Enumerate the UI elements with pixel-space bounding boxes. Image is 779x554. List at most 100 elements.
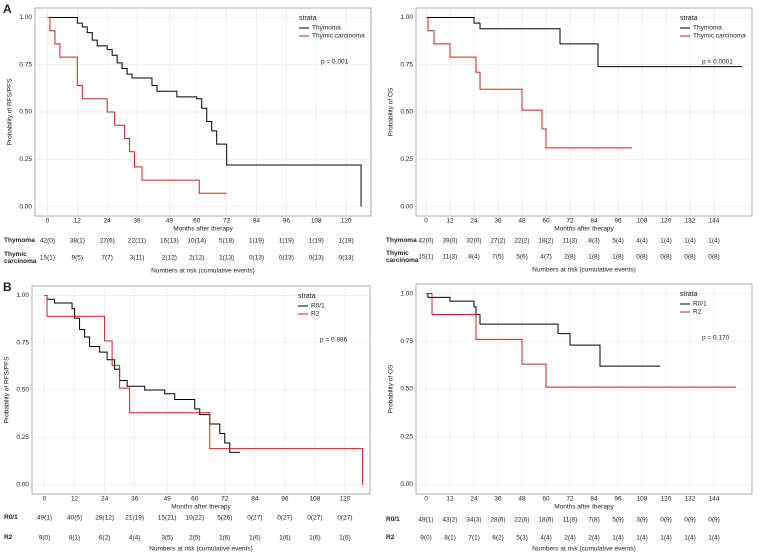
y-tick-label: 0.50: [400, 386, 413, 393]
risk-cell: 8(3): [588, 238, 600, 245]
km-curve: [47, 16, 227, 194]
risk-cell: 4(4): [129, 535, 141, 542]
x-tick-label: 12: [74, 218, 82, 225]
legend-title: strata: [680, 291, 698, 298]
x-tick-label: 0: [424, 218, 428, 225]
risk-cell: 32(0): [466, 238, 481, 245]
y-tick-label: 1.00: [400, 14, 413, 21]
x-tick-label: 72: [221, 496, 229, 503]
x-tick-label: 36: [494, 496, 502, 503]
risk-cell: 27(6): [100, 238, 115, 245]
y-tick-label: 0.75: [400, 61, 413, 68]
risk-cell: 0(13): [339, 255, 354, 262]
risk-cell: 42(0): [40, 238, 55, 245]
y-tick-label: 0.00: [400, 203, 413, 210]
risk-cell: 2(4): [588, 535, 600, 542]
legend-label: R0/1: [693, 301, 707, 308]
y-tick-label: 0.25: [400, 433, 413, 440]
y-axis-label: Probability of OS: [388, 364, 395, 413]
risk-cell: 28(12): [95, 515, 114, 522]
risk-cell: 4(4): [636, 238, 648, 245]
risk-cell: 15(1): [40, 255, 55, 262]
x-tick-label: 96: [614, 496, 622, 503]
x-tick-label: 0: [43, 496, 47, 503]
x-tick-label: 12: [446, 496, 454, 503]
risk-cell: 39(0): [442, 238, 457, 245]
risk-cell: 2(8): [564, 254, 576, 261]
risk-row-label-text: Thymic carcinoma: [386, 249, 419, 265]
x-tick-label: 84: [253, 218, 261, 225]
risk-cell: 22(2): [514, 238, 529, 245]
risk-cell: 2(12): [162, 255, 177, 262]
risk-cell: 1(4): [660, 238, 672, 245]
y-tick-label: 0.50: [400, 109, 413, 116]
risk-cell: 11(8): [563, 517, 578, 524]
risk-cell: 1(6): [219, 535, 231, 542]
risk-cell: 3(5): [161, 535, 173, 542]
y-tick-label: 1.00: [400, 290, 413, 297]
risk-cell: 1(6): [249, 535, 261, 542]
risk-cell: 4(7): [540, 254, 552, 261]
x-tick-label: 48: [518, 496, 526, 503]
km-curve: [426, 293, 660, 367]
risk-row-label: R2: [4, 534, 12, 541]
x-tick-label: 0: [46, 218, 50, 225]
y-tick-label: 0.00: [400, 481, 413, 488]
x-tick-label: 144: [709, 496, 720, 503]
x-tick-label: 72: [223, 218, 231, 225]
x-tick-label: 120: [661, 218, 672, 225]
x-tick-label: 84: [590, 218, 598, 225]
risk-cell: 0(27): [307, 515, 322, 522]
risk-cell: 0(8): [636, 254, 648, 261]
risk-cell: 18(6): [538, 517, 553, 524]
x-tick-label: 72: [566, 496, 574, 503]
y-tick-label: 0.75: [16, 339, 29, 346]
risk-cell: 7(8): [588, 517, 600, 524]
risk-cell: 49(1): [37, 515, 52, 522]
risk-cell: 8(1): [444, 535, 456, 542]
x-tick-label: 60: [193, 218, 201, 225]
km-curve: [426, 293, 736, 388]
risk-cell: 1(19): [339, 238, 354, 245]
risk-row-label-text: R0/1: [386, 516, 400, 524]
risk-cell: 0(9): [660, 517, 672, 524]
risk-row-label: Thymoma: [386, 237, 417, 244]
risk-cell: 0(27): [247, 515, 262, 522]
x-axis-label: Months after therapy: [554, 226, 614, 233]
risk-cell: 8(1): [69, 535, 81, 542]
x-tick-label: 0: [424, 496, 428, 503]
risk-cell: 0(9): [708, 517, 720, 524]
risk-cell: 0(8): [684, 254, 696, 261]
risk-cell: 1(19): [279, 238, 294, 245]
risk-row-label-text: R2: [386, 534, 395, 542]
y-tick-label: 0.50: [16, 387, 29, 394]
y-axis-label: Probability of RFS/PFS: [4, 356, 11, 423]
risk-cell: 28(6): [490, 517, 505, 524]
risk-table-title: Numbers at risk (cumulative events): [532, 267, 636, 274]
km-curve: [44, 294, 363, 485]
panel-label: A: [3, 2, 12, 16]
risk-cell: 5(26): [217, 515, 232, 522]
risk-cell: 9(0): [39, 535, 51, 542]
risk-cell: 3(11): [130, 255, 145, 262]
risk-cell: 0(27): [337, 515, 352, 522]
risk-cell: 9(5): [72, 255, 84, 262]
legend-label: Thymoma: [693, 25, 722, 32]
x-tick-label: 96: [281, 496, 289, 503]
x-tick-label: 49: [166, 218, 174, 225]
risk-cell: 0(13): [279, 255, 294, 262]
y-axis-label: Probability of RFS/PFS: [7, 78, 14, 145]
risk-table-title: Numbers at risk (cumulative events): [149, 546, 253, 553]
x-tick-label: 12: [446, 218, 454, 225]
x-axis-label: Months after therapy: [173, 226, 233, 233]
risk-cell: 7(1): [468, 535, 480, 542]
y-tick-label: 0.75: [400, 338, 413, 345]
risk-cell: 7(5): [492, 254, 504, 261]
risk-cell: 5(18): [219, 238, 234, 245]
risk-row-label: R0/1: [4, 514, 18, 521]
x-tick-label: 144: [709, 218, 720, 225]
x-tick-label: 120: [661, 496, 672, 503]
risk-cell: 18(2): [538, 238, 553, 245]
